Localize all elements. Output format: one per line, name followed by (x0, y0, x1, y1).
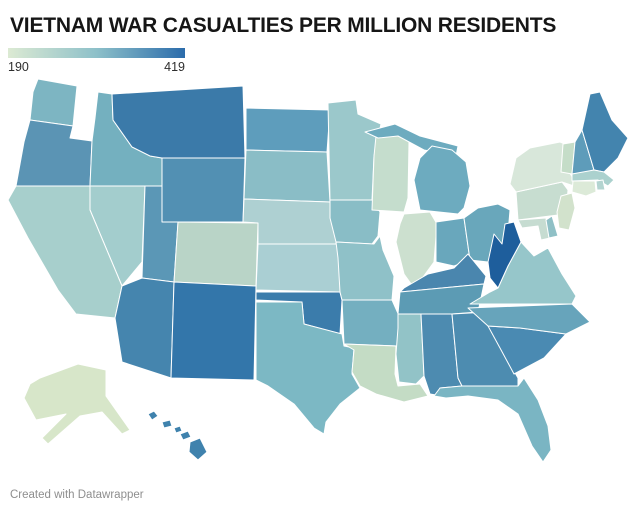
state-hawaii-kauai[interactable] (147, 410, 159, 421)
state-hawaii-molokai[interactable] (173, 425, 183, 434)
state-florida[interactable] (433, 377, 552, 463)
state-maryland[interactable] (517, 217, 551, 241)
state-north-dakota[interactable] (245, 107, 331, 153)
state-kansas[interactable] (255, 243, 343, 293)
state-south-dakota[interactable] (243, 149, 331, 203)
state-louisiana[interactable] (343, 343, 429, 403)
state-new-mexico[interactable] (170, 281, 257, 381)
state-new-jersey[interactable] (556, 192, 576, 231)
state-hawaii-maui[interactable] (179, 430, 192, 441)
legend-max-label: 419 (164, 60, 185, 75)
us-choropleth-map (7, 78, 629, 463)
state-colorado[interactable] (173, 221, 259, 287)
state-arkansas[interactable] (341, 299, 401, 347)
page-title: VIETNAM WAR CASUALTIES PER MILLION RESID… (10, 14, 557, 37)
state-montana[interactable] (111, 85, 246, 159)
state-wisconsin[interactable] (371, 133, 410, 213)
state-hawaii-big-island[interactable] (188, 437, 208, 461)
state-west-virginia[interactable] (487, 221, 522, 289)
state-connecticut[interactable] (571, 180, 597, 197)
state-california[interactable] (7, 185, 123, 319)
state-alaska[interactable] (23, 363, 131, 445)
legend-gradient-bar (8, 48, 185, 59)
state-mississippi[interactable] (395, 313, 425, 385)
legend-labels: 190 419 (8, 60, 185, 74)
state-rhode-island[interactable] (595, 179, 606, 191)
state-arizona[interactable] (114, 277, 175, 379)
state-missouri[interactable] (335, 235, 395, 301)
state-delaware[interactable] (545, 215, 559, 239)
color-legend: 190 419 (8, 48, 185, 74)
state-washington[interactable] (29, 78, 78, 127)
state-oregon[interactable] (15, 119, 93, 187)
state-wyoming[interactable] (161, 157, 246, 223)
state-hawaii-oahu[interactable] (161, 419, 173, 429)
attribution-link[interactable]: Created with Datawrapper (10, 489, 144, 501)
state-virginia[interactable] (469, 241, 577, 305)
state-michigan-lower[interactable] (413, 145, 471, 215)
legend-min-label: 190 (8, 60, 29, 75)
state-texas[interactable] (255, 301, 361, 435)
